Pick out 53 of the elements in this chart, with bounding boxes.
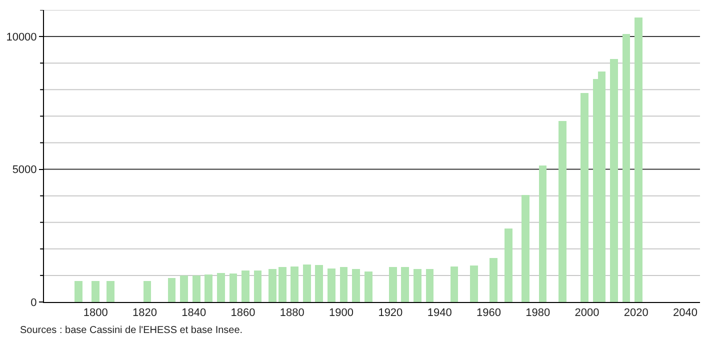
source-note: Sources : base Cassini de l'EHESS et base Insee. bbox=[20, 325, 243, 336]
bar bbox=[290, 266, 299, 302]
bar bbox=[634, 17, 643, 302]
bar bbox=[268, 269, 276, 302]
bar bbox=[74, 280, 82, 302]
bar bbox=[302, 264, 311, 302]
x-tick-label: 2040 bbox=[673, 307, 698, 320]
bar bbox=[192, 276, 200, 302]
bar bbox=[522, 194, 530, 302]
bar bbox=[204, 274, 213, 302]
x-tick-label: 1980 bbox=[526, 307, 550, 320]
y-tick-label: 5000 bbox=[12, 164, 37, 176]
x-tick-label: 2020 bbox=[624, 307, 648, 320]
x-tick-label: 1920 bbox=[378, 307, 403, 320]
bar bbox=[242, 270, 250, 302]
x-tick-label: 1880 bbox=[280, 307, 304, 320]
bar bbox=[106, 281, 114, 302]
x-tick-label: 1840 bbox=[182, 307, 206, 320]
x-tick-label: 1940 bbox=[427, 307, 452, 320]
bar bbox=[426, 269, 434, 302]
x-tick-label: 1860 bbox=[230, 307, 256, 320]
bar bbox=[216, 272, 225, 302]
bar bbox=[168, 278, 176, 302]
bar bbox=[278, 267, 286, 302]
bar bbox=[450, 266, 458, 302]
bar bbox=[558, 120, 566, 302]
bar bbox=[414, 269, 422, 302]
bar bbox=[470, 265, 478, 302]
bar bbox=[229, 273, 238, 302]
bar bbox=[315, 264, 324, 302]
bar bbox=[401, 267, 410, 302]
bar bbox=[352, 269, 360, 302]
bar bbox=[490, 258, 498, 302]
x-tick-label: 1900 bbox=[329, 307, 354, 320]
bar bbox=[254, 270, 262, 302]
y-tick-label: 0 bbox=[30, 296, 37, 309]
x-tick-label: 1800 bbox=[83, 307, 108, 320]
bar bbox=[143, 281, 152, 302]
y-tick-label: 10000 bbox=[6, 31, 37, 44]
x-tick-label: 2000 bbox=[574, 307, 600, 320]
bar bbox=[364, 272, 372, 302]
bar bbox=[622, 34, 630, 302]
bar bbox=[580, 93, 588, 302]
bar bbox=[388, 267, 397, 302]
bar bbox=[180, 276, 188, 302]
bar bbox=[340, 267, 348, 302]
bar bbox=[538, 166, 547, 302]
bar bbox=[92, 281, 100, 302]
bar bbox=[504, 228, 512, 302]
x-tick-label: 1960 bbox=[476, 307, 501, 320]
bar bbox=[328, 268, 336, 302]
bar bbox=[610, 58, 618, 302]
x-tick-label: 1820 bbox=[132, 307, 157, 320]
